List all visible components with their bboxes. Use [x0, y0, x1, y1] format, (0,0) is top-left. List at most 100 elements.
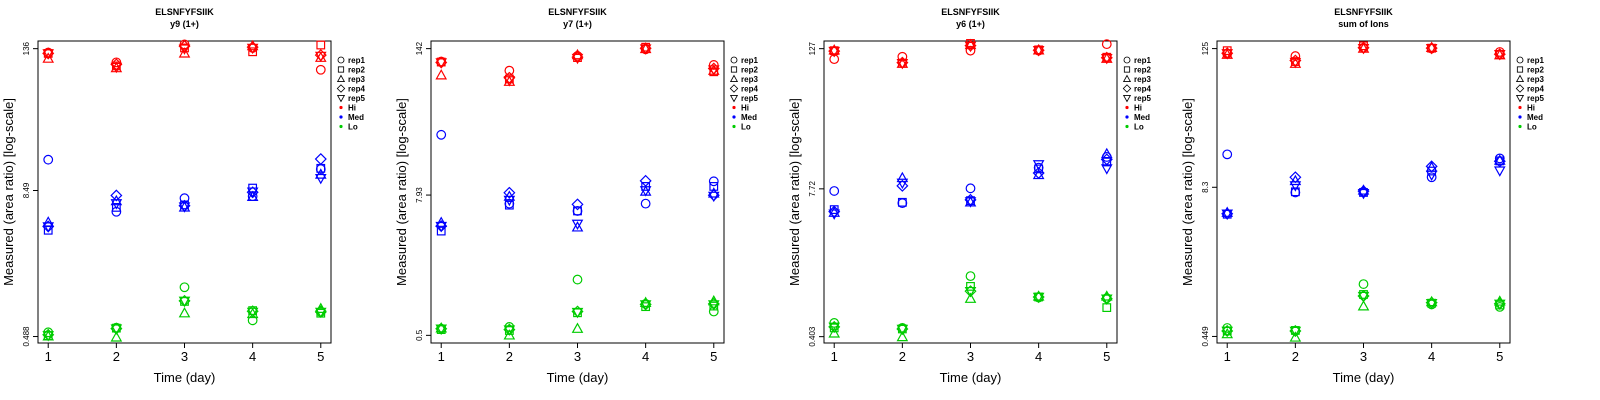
legend-dot-Lo [1125, 124, 1129, 129]
legend-dot-Hi [1518, 105, 1522, 110]
x-tick-label: 2 [1292, 349, 1299, 364]
data-point [110, 62, 123, 74]
legend-dot-Lo [339, 124, 343, 129]
data-point [966, 281, 975, 291]
data-point [503, 71, 516, 84]
data-point [1032, 44, 1045, 55]
chart-title: ELSNFYFSIIK [941, 7, 1000, 17]
data-point [503, 325, 516, 336]
data-point [1221, 209, 1234, 220]
data-point [896, 58, 909, 70]
data-point [896, 324, 909, 336]
x-tick-label: 2 [113, 349, 120, 364]
data-point [1357, 43, 1370, 55]
y-tick-label: 8.49 [22, 182, 31, 198]
y-tick-label: 7.93 [415, 187, 424, 203]
data-point [110, 199, 123, 210]
legend-label: rep2 [1134, 66, 1151, 75]
data-point [314, 173, 327, 185]
legend-marker [1122, 95, 1132, 103]
data-point [314, 51, 327, 63]
chart-title: ELSNFYFSIIK [1334, 7, 1393, 17]
legend-marker [1516, 56, 1524, 64]
legend-label: rep4 [741, 85, 758, 94]
data-point [1425, 299, 1438, 310]
legend-marker [730, 56, 738, 64]
legend-rep3-icon [1515, 74, 1525, 82]
data-point [1290, 51, 1301, 61]
data-point [964, 41, 977, 53]
y-tick-label: 0.449 [1201, 326, 1210, 347]
x-axis-label: Time (day) [154, 370, 216, 385]
legend-marker [1123, 66, 1131, 73]
chart-panel: ELSNFYFSIIK sum of Ions 1 2 3 4 5 0.449 8.3 125 Ti… [1180, 7, 1544, 385]
legend-rep4-icon [1515, 84, 1525, 93]
legend-label: rep4 [1134, 85, 1151, 94]
x-tick-label: 5 [1496, 349, 1503, 364]
data-point [896, 178, 909, 190]
x-tick-label: 4 [249, 349, 256, 364]
data-point [1032, 290, 1045, 301]
legend-label: rep3 [348, 75, 365, 84]
legend-label: rep5 [348, 94, 365, 103]
data-point [573, 206, 582, 216]
legend-marker [1515, 74, 1525, 82]
data-point [1289, 171, 1302, 184]
x-tick-label: 3 [574, 349, 581, 364]
data-point [1100, 294, 1113, 305]
data-point [639, 300, 652, 311]
data-point [1290, 326, 1300, 335]
data-point [571, 198, 584, 211]
legend-label: Lo [1527, 123, 1537, 132]
legend-marker [336, 95, 346, 103]
data-point [1357, 291, 1370, 303]
plot-frame [430, 40, 725, 344]
x-tick-label: 3 [181, 349, 188, 364]
legend-label: rep1 [1134, 56, 1151, 65]
data-point [1357, 300, 1370, 311]
y-tick-label: 142 [415, 41, 424, 55]
data-point [1358, 279, 1369, 289]
data-point [42, 331, 55, 342]
legend-label: rep2 [741, 66, 758, 75]
legend-marker [1123, 56, 1131, 64]
legend-label: rep5 [1527, 94, 1544, 103]
legend-marker [1122, 84, 1132, 93]
data-point [639, 174, 652, 187]
data-point [503, 329, 516, 340]
x-tick-label: 4 [642, 349, 649, 364]
x-tick-label: 2 [506, 349, 513, 364]
data-point [178, 306, 191, 318]
data-point [572, 274, 583, 285]
legend-label: rep2 [1527, 66, 1544, 75]
legend-marker [336, 74, 346, 82]
data-point [829, 46, 839, 56]
legend-rep1-icon [337, 56, 345, 64]
chart-panel: ELSNFYFSIIK y6 (1+) 1 2 3 4 5 0.403 7.72 127 Time … [787, 7, 1151, 385]
legend-marker [729, 84, 739, 93]
data-point [435, 221, 448, 233]
data-point [504, 200, 514, 210]
legend-dot-Med [1125, 115, 1129, 119]
data-point [42, 49, 55, 60]
legend-label: Hi [1527, 104, 1535, 113]
data-point [1221, 49, 1234, 60]
data-point [178, 47, 191, 58]
legend-marker [1515, 95, 1525, 103]
legend-label: Hi [741, 104, 749, 113]
data-point [435, 69, 448, 80]
legend-dot-Med [1518, 115, 1522, 119]
y-axis-label: Measured (area ratio) [log-scale] [394, 98, 409, 286]
data-point [1032, 46, 1045, 57]
data-point [178, 202, 191, 213]
chart-subtitle: y9 (1+) [170, 19, 199, 29]
data-point [1101, 39, 1112, 50]
data-point [246, 39, 259, 51]
y-tick-label: 127 [808, 41, 817, 55]
legend-label: rep5 [741, 94, 758, 103]
data-point [1289, 57, 1302, 69]
legend-marker [337, 56, 345, 64]
legend-dot-Hi [1125, 105, 1129, 110]
y-tick-label: 0.403 [808, 326, 817, 347]
